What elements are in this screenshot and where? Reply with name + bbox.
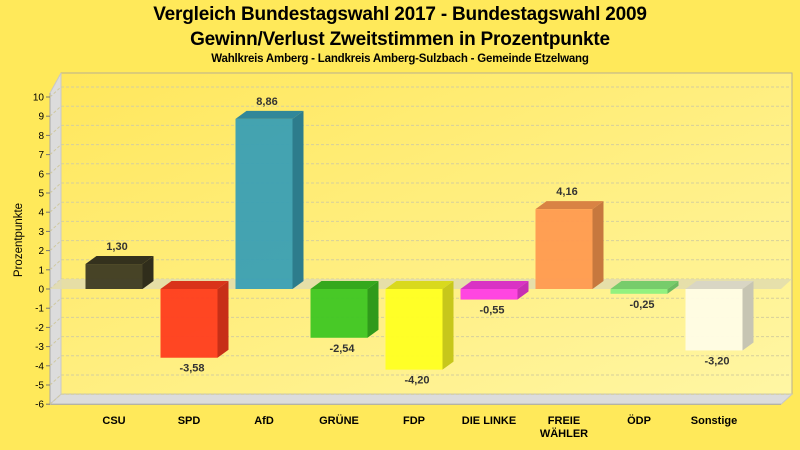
bar-top-face <box>460 281 529 289</box>
bar-ödp <box>610 281 679 294</box>
y-tick-label: 3 <box>38 227 44 238</box>
bar-side-face <box>367 281 379 338</box>
value-label: -3,20 <box>704 355 729 367</box>
bar-spd <box>160 281 229 358</box>
gridline-depth <box>49 259 62 271</box>
x-tick-label: ÖDP <box>627 414 651 427</box>
bar-top-face <box>385 281 454 289</box>
chart-caption: Wahlkreis Amberg - Landkreis Amberg-Sulz… <box>211 53 589 65</box>
bar-top-face <box>610 281 679 289</box>
bar-fdp <box>385 281 454 370</box>
y-tick-label: 2 <box>38 246 44 257</box>
y-tick-label: 4 <box>38 208 44 219</box>
bar-csu <box>85 256 154 289</box>
gridline-depth <box>49 144 62 155</box>
gridline-depth <box>49 182 62 194</box>
bar-freie-wähler <box>535 201 604 289</box>
value-label: 8,86 <box>256 96 277 108</box>
gridline-depth <box>49 355 62 367</box>
plot-floor <box>48 393 794 405</box>
chart-title: Vergleich Bundestagswahl 2017 - Bundesta… <box>153 4 647 25</box>
gridline-depth <box>49 201 62 213</box>
value-label: -2,54 <box>329 343 355 355</box>
bar-front-face <box>460 289 518 300</box>
bar-side-face <box>667 281 679 294</box>
gridline-depth <box>49 105 62 117</box>
bar-afd <box>235 110 304 289</box>
bar-side-face <box>142 256 154 289</box>
chart-subtitle: Gewinn/Verlust Zweitstimmen in Prozentpu… <box>190 29 610 50</box>
x-tick-label: WÄHLER <box>540 427 588 440</box>
bar-side-face <box>442 281 454 370</box>
bar-grüne <box>310 281 379 338</box>
bar-side-face <box>742 281 754 351</box>
x-tick-label: FREIE <box>548 415 580 427</box>
plot-left-wall <box>49 72 62 406</box>
x-tick-label: GRÜNE <box>319 414 359 427</box>
gridline-depth <box>49 374 62 386</box>
y-tick-label: 5 <box>38 189 44 200</box>
bar-front-face <box>85 264 143 289</box>
bar-front-face <box>535 209 593 289</box>
y-tick-label: -2 <box>35 323 44 334</box>
gridline-depth <box>49 125 62 136</box>
bar-top-face <box>685 281 754 289</box>
bars <box>85 110 754 370</box>
value-label: -0,25 <box>629 299 654 311</box>
gridline-depth <box>49 240 62 251</box>
gridline-depth <box>49 221 62 232</box>
bar-top-face <box>85 256 154 265</box>
bar-front-face <box>610 289 668 294</box>
value-labels: 1,30 -3,58 8,86 -2,54 -4,20 -0,55 4,16 -0,25 -3,… <box>106 96 729 387</box>
y-tick-label: -3 <box>35 342 44 353</box>
y-tick-label: 0 <box>38 285 44 296</box>
y-tick-label: 7 <box>38 150 44 161</box>
bar-front-face <box>310 289 368 338</box>
value-label: 4,16 <box>556 186 577 198</box>
gridline-depth <box>49 317 62 328</box>
bar-side-face <box>517 281 529 300</box>
bar-top-face <box>535 201 604 210</box>
gridline-depth <box>49 297 62 309</box>
gridline-depth <box>49 163 62 175</box>
y-tick-label: 1 <box>38 265 44 276</box>
y-tick-label: -6 <box>35 400 44 411</box>
bar-top-face <box>160 281 229 289</box>
bar-sonstige <box>685 281 754 351</box>
x-tick-label: Sonstige <box>691 415 737 427</box>
x-tick-label: FDP <box>403 415 425 427</box>
y-tick-label: 10 <box>33 93 45 104</box>
x-tick-label: SPD <box>178 415 201 427</box>
bar-top-face <box>235 110 304 119</box>
bar-side-face <box>592 201 604 289</box>
bar-side-face <box>292 110 304 289</box>
value-label: 1,30 <box>106 241 127 253</box>
bar-front-face <box>160 289 218 358</box>
bar-side-face <box>217 281 229 358</box>
gridline-depth <box>49 393 62 405</box>
value-label: -4,20 <box>404 375 429 387</box>
y-tick-label: -4 <box>35 361 44 372</box>
bar-front-face <box>235 118 293 289</box>
y-tick-label: -1 <box>35 304 44 315</box>
bar-die-linke <box>460 281 529 300</box>
y-tick-label: 6 <box>38 169 44 180</box>
gridline-depth <box>49 86 62 98</box>
x-tick-label: CSU <box>102 415 125 427</box>
x-tick-label: DIE LINKE <box>462 415 516 427</box>
bar-front-face <box>385 289 443 370</box>
y-tick-label: -5 <box>35 381 44 392</box>
y-tick-label: 9 <box>38 112 44 123</box>
value-label: -0,55 <box>479 305 504 317</box>
y-tick-label: 8 <box>38 131 44 142</box>
value-label: -3,58 <box>179 363 204 375</box>
bar-top-face <box>310 281 379 289</box>
gridline-depth <box>49 336 62 347</box>
y-axis-label: Prozentpunkte <box>13 203 25 277</box>
bar-front-face <box>685 289 743 351</box>
x-tick-label: AfD <box>254 415 274 427</box>
